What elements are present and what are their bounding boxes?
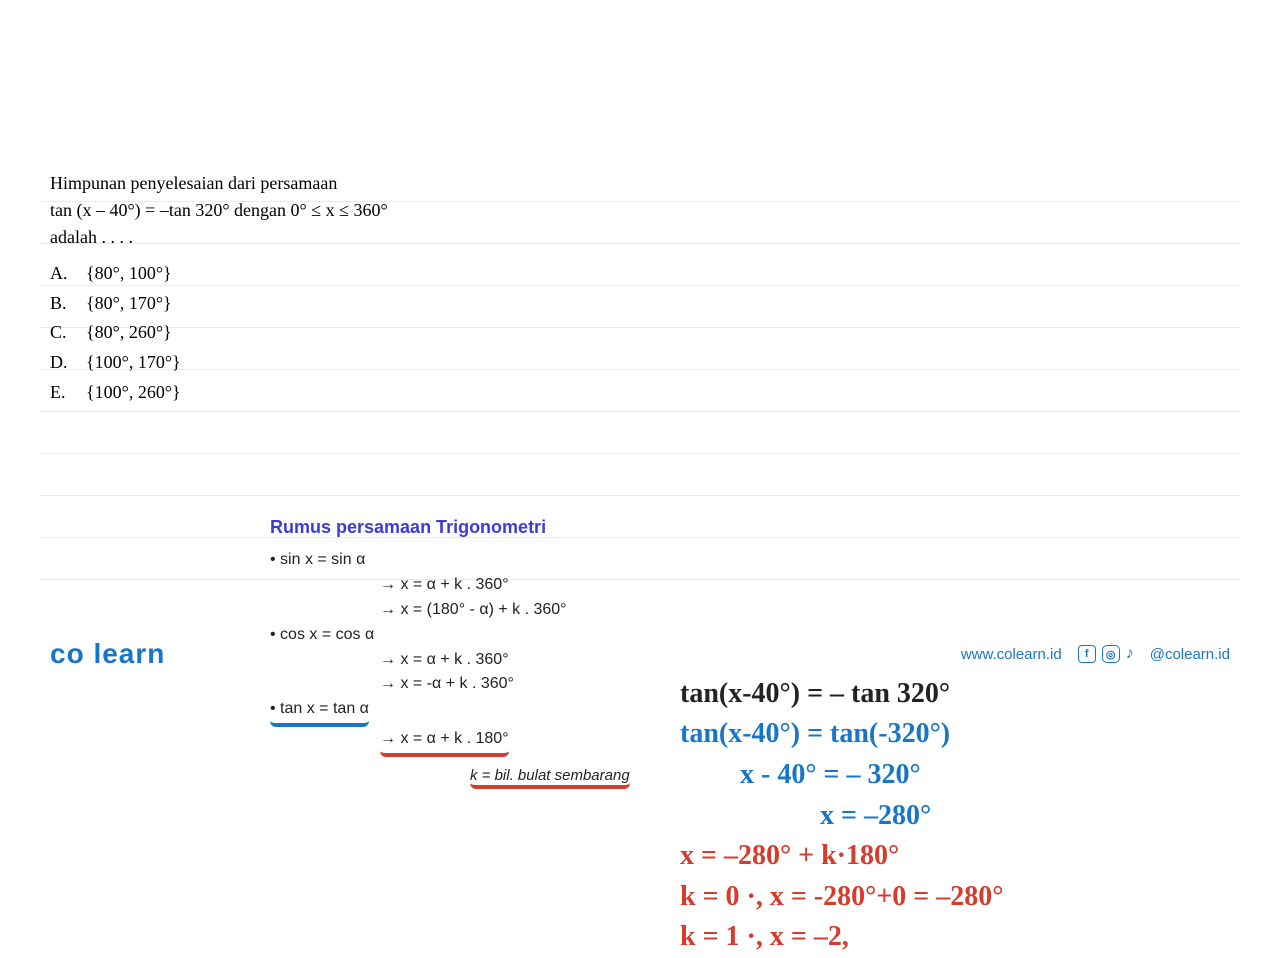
facebook-icon: f — [1078, 645, 1096, 663]
footer-handle: @colearn.id — [1150, 646, 1230, 663]
work-l2: tan(x-40°) = tan(-320°) — [680, 714, 1260, 755]
formula-cos-head: • cos x = cos α — [270, 623, 680, 648]
social-icons: f ◎ ♪ — [1078, 645, 1134, 663]
formula-sin-r1: → x = α + k . 360° — [380, 573, 680, 598]
question-block: Himpunan penyelesaian dari persamaan tan… — [50, 170, 430, 407]
work-l7: k = 1 ·, x = –2, — [680, 917, 1260, 958]
tiktok-icon: ♪ — [1126, 645, 1134, 663]
option-e: E. {100°, 260°} — [50, 378, 430, 408]
work-l3: x - 40° = – 320° — [740, 755, 1260, 796]
footer-url: www.colearn.id — [961, 646, 1062, 663]
formula-tan-head: • tan x = tan α — [270, 697, 680, 727]
question-line1: Himpunan penyelesaian dari persamaan — [50, 170, 430, 197]
formula-cos-r1: → x = α + k . 360° — [380, 648, 680, 673]
question-line2: tan (x – 40°) = –tan 320° dengan 0° ≤ x … — [50, 197, 430, 224]
formula-cos-r2: → x = -α + k . 360° — [380, 672, 680, 697]
work-l6: k = 0 ·, x = -280°+0 = –280° — [680, 877, 1260, 918]
work-l4: x = –280° — [820, 796, 1260, 837]
formula-tan-r1: → x = α + k . 180° — [380, 727, 680, 757]
question-line3: adalah . . . . — [50, 224, 430, 251]
formula-sin-head: • sin x = sin α — [270, 548, 680, 573]
formula-title: Rumus persamaan Trigonometri — [270, 517, 680, 538]
formula-block: Rumus persamaan Trigonometri • sin x = s… — [270, 517, 680, 788]
footer-right: www.colearn.id f ◎ ♪ @colearn.id — [961, 645, 1230, 663]
instagram-icon: ◎ — [1102, 645, 1120, 663]
option-d: D. {100°, 170°} — [50, 348, 430, 378]
working-block: tan(x-40°) = – tan 320° tan(x-40°) = tan… — [680, 674, 1260, 958]
option-b: B. {80°, 170°} — [50, 289, 430, 319]
work-l5: x = –280° + k·180° — [680, 836, 1260, 877]
options-list: A. {80°, 100°} B. {80°, 170°} C. {80°, 2… — [50, 259, 430, 407]
option-c: C. {80°, 260°} — [50, 318, 430, 348]
option-a: A. {80°, 100°} — [50, 259, 430, 289]
brand-logo: co learn — [50, 638, 165, 670]
work-l1: tan(x-40°) = – tan 320° — [680, 674, 1260, 715]
formula-note: k = bil. bulat sembarang — [470, 767, 680, 789]
formula-sin-r2: → x = (180° - α) + k . 360° — [380, 598, 680, 623]
